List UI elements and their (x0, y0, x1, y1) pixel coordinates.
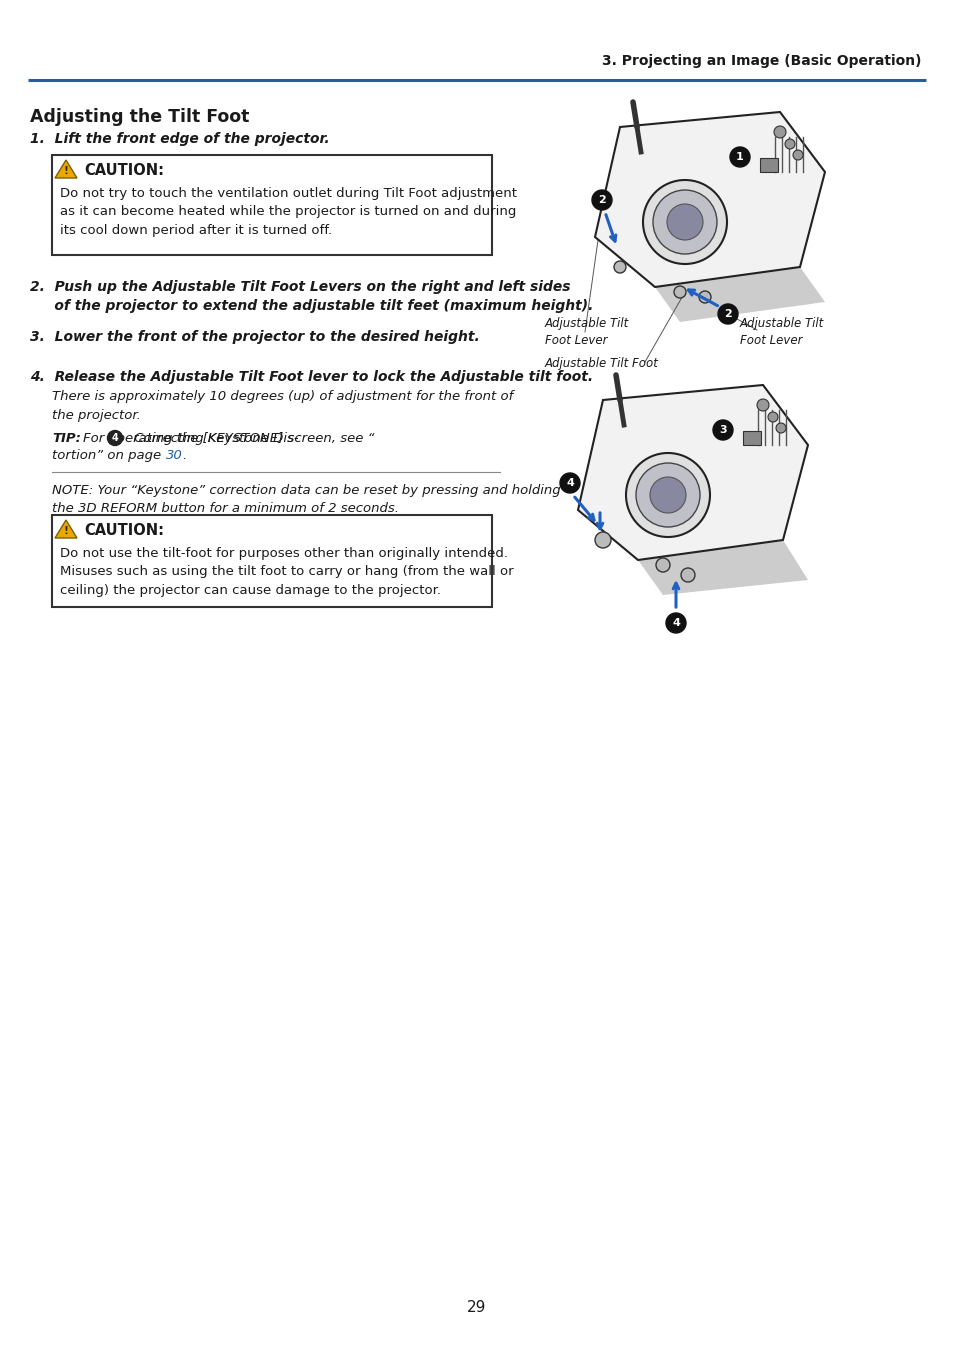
Text: NOTE: Your “Keystone” correction data can be reset by pressing and holding
the 3: NOTE: Your “Keystone” correction data ca… (52, 484, 560, 515)
Text: 4: 4 (565, 479, 574, 488)
Text: For operating the [KEYSTONE] screen, see “: For operating the [KEYSTONE] screen, see… (83, 431, 375, 445)
Circle shape (592, 190, 612, 210)
Circle shape (673, 286, 685, 298)
Text: 29: 29 (467, 1301, 486, 1316)
Circle shape (767, 412, 778, 422)
Text: .: . (182, 449, 186, 462)
Polygon shape (638, 541, 807, 594)
Circle shape (614, 262, 625, 274)
Text: 30: 30 (166, 449, 183, 462)
Text: !: ! (64, 166, 69, 177)
Text: 2: 2 (723, 309, 731, 319)
Text: Correcting Keystone Dis-: Correcting Keystone Dis- (130, 431, 298, 445)
Text: 2.  Push up the Adjustable Tilt Foot Levers on the right and left sides
     of : 2. Push up the Adjustable Tilt Foot Leve… (30, 280, 593, 313)
Circle shape (699, 291, 710, 303)
Circle shape (642, 181, 726, 264)
Text: 3: 3 (719, 425, 726, 435)
Polygon shape (595, 112, 824, 287)
Text: 4: 4 (112, 433, 118, 443)
Text: 3. Projecting an Image (Basic Operation): 3. Projecting an Image (Basic Operation) (602, 54, 921, 67)
Text: 4.  Release the Adjustable Tilt Foot lever to lock the Adjustable tilt foot.: 4. Release the Adjustable Tilt Foot leve… (30, 369, 593, 384)
Circle shape (652, 190, 717, 253)
Text: There is approximately 10 degrees (up) of adjustment for the front of
the projec: There is approximately 10 degrees (up) o… (52, 390, 513, 422)
Circle shape (559, 473, 579, 493)
Polygon shape (578, 386, 807, 559)
Text: Adjustable Tilt
Foot Lever: Adjustable Tilt Foot Lever (544, 317, 629, 346)
Text: 4: 4 (671, 617, 679, 628)
Text: 2: 2 (598, 195, 605, 205)
Circle shape (665, 613, 685, 634)
Circle shape (757, 399, 768, 411)
Circle shape (649, 477, 685, 514)
Circle shape (656, 558, 669, 572)
Text: TIP:: TIP: (52, 431, 81, 445)
Circle shape (718, 305, 738, 324)
Circle shape (775, 423, 785, 433)
Polygon shape (55, 160, 77, 178)
Text: Adjustable Tilt
Foot Lever: Adjustable Tilt Foot Lever (740, 317, 823, 346)
Text: Do not use the tilt-foot for purposes other than originally intended.
Misuses su: Do not use the tilt-foot for purposes ot… (60, 547, 513, 597)
Text: tortion” on page: tortion” on page (52, 449, 165, 462)
Circle shape (784, 139, 794, 150)
Polygon shape (655, 267, 824, 322)
Circle shape (625, 453, 709, 537)
Text: 3.  Lower the front of the projector to the desired height.: 3. Lower the front of the projector to t… (30, 330, 479, 344)
Text: 1.  Lift the front edge of the projector.: 1. Lift the front edge of the projector. (30, 132, 330, 146)
Circle shape (636, 462, 700, 527)
Circle shape (773, 125, 785, 137)
Text: CAUTION:: CAUTION: (84, 163, 164, 178)
Circle shape (680, 568, 695, 582)
Text: !: ! (64, 526, 69, 537)
Circle shape (792, 150, 802, 160)
Text: CAUTION:: CAUTION: (84, 523, 164, 538)
Text: Adjusting the Tilt Foot: Adjusting the Tilt Foot (30, 108, 249, 125)
Text: 1: 1 (736, 152, 743, 162)
Circle shape (666, 204, 702, 240)
Polygon shape (55, 520, 77, 538)
Circle shape (712, 421, 732, 439)
FancyBboxPatch shape (52, 515, 492, 607)
FancyBboxPatch shape (742, 431, 760, 445)
Circle shape (108, 430, 122, 445)
FancyBboxPatch shape (52, 155, 492, 255)
Text: Adjustable Tilt Foot: Adjustable Tilt Foot (544, 357, 659, 369)
Circle shape (729, 147, 749, 167)
Circle shape (595, 532, 610, 549)
Text: Do not try to touch the ventilation outlet during Tilt Foot adjustment
as it can: Do not try to touch the ventilation outl… (60, 187, 517, 237)
FancyBboxPatch shape (760, 158, 778, 173)
